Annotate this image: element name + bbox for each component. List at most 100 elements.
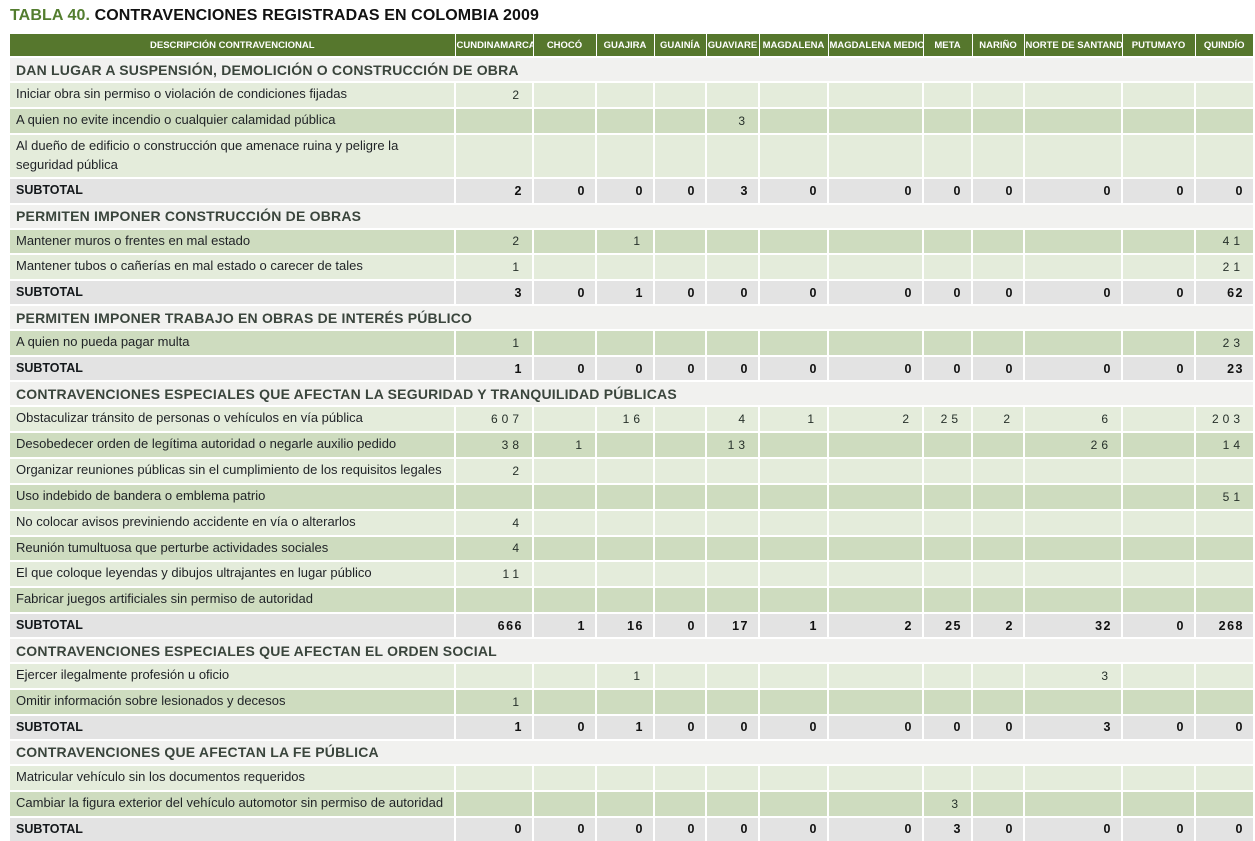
cell-value [1121, 534, 1195, 562]
cell-value [653, 431, 706, 458]
cell-value: 0 [705, 815, 759, 841]
cell-value [653, 329, 706, 357]
cell-value [653, 586, 706, 614]
cell-value: 3 [705, 106, 759, 134]
cell-value: 0 [758, 713, 828, 740]
cell-value: 0 [454, 815, 533, 841]
cell-value: 62 [1194, 279, 1253, 306]
cell-value [595, 132, 654, 179]
cell-value: 1 [758, 405, 828, 433]
cell-value: 0 [595, 355, 654, 382]
cell-value [971, 106, 1024, 134]
row-label: Cambiar la figura exterior del vehículo … [10, 789, 455, 817]
section-header-label: CONTRAVENCIONES ESPECIALES QUE AFECTAN L… [10, 380, 1253, 407]
cell-value: 0 [1194, 713, 1253, 740]
cell-value [705, 508, 759, 536]
cell-value [1023, 534, 1122, 562]
cell-value [653, 508, 706, 536]
subtotal-label: SUBTOTAL [10, 177, 455, 204]
cell-value [1194, 789, 1253, 817]
cell-value [1121, 789, 1195, 817]
row-label: Uso indebido de bandera o emblema patrio [10, 482, 455, 510]
cell-value [653, 482, 706, 510]
subtotal-row: SUBTOTAL 2 0 0 0 3 0 0 0 0 0 0 0 [10, 177, 1253, 204]
cell-value [595, 106, 654, 134]
cell-value [705, 688, 759, 715]
cell-value: 6 [1023, 405, 1122, 433]
cell-value [1023, 106, 1122, 134]
cell-value [532, 482, 596, 510]
cell-value [705, 482, 759, 510]
row-label: Fabricar juegos artificiales sin permiso… [10, 586, 455, 614]
cell-value [827, 534, 923, 562]
cell-value [758, 456, 828, 484]
table-row: Cambiar la figura exterior del vehículo … [10, 789, 1253, 817]
table-row: Fabricar juegos artificiales sin permiso… [10, 586, 1253, 614]
cell-value [922, 132, 972, 179]
cell-value: 203 [1194, 405, 1253, 433]
cell-value [758, 586, 828, 614]
cell-value: 0 [595, 177, 654, 204]
cell-value: 4 [705, 405, 759, 433]
section-header-row: DAN LUGAR A SUSPENSIÓN, DEMOLICIÓN O CON… [10, 56, 1253, 82]
cell-value [532, 106, 596, 134]
cell-value [1023, 227, 1122, 255]
row-label: Al dueño de edificio o construcción que … [10, 132, 455, 179]
cell-value: 4 [454, 508, 533, 536]
cell-value: 0 [827, 815, 923, 841]
cell-value: 0 [1023, 177, 1122, 204]
section-header-label: PERMITEN IMPONER CONSTRUCCIÓN DE OBRAS [10, 202, 1253, 229]
cell-value [595, 431, 654, 458]
cell-value [827, 662, 923, 689]
cell-value [532, 329, 596, 357]
cell-value [1194, 662, 1253, 689]
row-label: Mantener tubos o cañerías en mal estado … [10, 253, 455, 281]
cell-value [1121, 763, 1195, 791]
cell-value [1194, 132, 1253, 179]
subtotal-row: SUBTOTAL 1 0 1 0 0 0 0 0 0 3 0 0 [10, 713, 1253, 740]
cell-value: 1 [532, 431, 596, 458]
cell-value [922, 508, 972, 536]
cell-value [653, 534, 706, 562]
cell-value [922, 253, 972, 281]
cell-value [758, 431, 828, 458]
cell-value: 14 [1194, 431, 1253, 458]
cell-value: 0 [758, 279, 828, 306]
cell-value: 11 [454, 560, 533, 588]
cell-value [595, 482, 654, 510]
table-number: TABLA 40. [10, 7, 91, 24]
cell-value: 3 [922, 789, 972, 817]
cell-value [532, 586, 596, 614]
cell-value [758, 560, 828, 588]
cell-value [922, 560, 972, 588]
cell-value [532, 508, 596, 536]
column-header: CUNDINAMARCA [454, 34, 533, 57]
cell-value [971, 132, 1024, 179]
cell-value: 1 [532, 612, 596, 639]
cell-value: 23 [1194, 355, 1253, 382]
cell-value: 0 [1194, 815, 1253, 841]
column-header: CHOCÓ [532, 34, 596, 57]
cell-value [1121, 405, 1195, 433]
cell-value [705, 81, 759, 108]
cell-value [758, 81, 828, 108]
row-label: A quien no pueda pagar multa [10, 329, 455, 357]
cell-value [1194, 763, 1253, 791]
cell-value [653, 81, 706, 108]
table-row: El que coloque leyendas y dibujos ultraj… [10, 560, 1253, 588]
page-title: TABLA 40. CONTRAVENCIONES REGISTRADAS EN… [10, 7, 1255, 25]
table-row: Matricular vehículo sin los documentos r… [10, 763, 1253, 791]
cell-value: 17 [705, 612, 759, 639]
cell-value [595, 763, 654, 791]
cell-value: 0 [532, 713, 596, 740]
cell-value: 0 [653, 279, 706, 306]
row-label: Desobedecer orden de legítima autoridad … [10, 431, 455, 458]
section-header-label: CONTRAVENCIONES QUE AFECTAN LA FE PÚBLIC… [10, 738, 1253, 765]
row-label: Omitir información sobre lesionados y de… [10, 688, 455, 715]
cell-value [1121, 586, 1195, 614]
subtotal-row: SUBTOTAL 0 0 0 0 0 0 0 3 0 0 0 0 [10, 815, 1253, 841]
cell-value: 0 [922, 279, 972, 306]
cell-value: 1 [454, 355, 533, 382]
subtotal-label: SUBTOTAL [10, 279, 455, 306]
cell-value: 0 [758, 177, 828, 204]
